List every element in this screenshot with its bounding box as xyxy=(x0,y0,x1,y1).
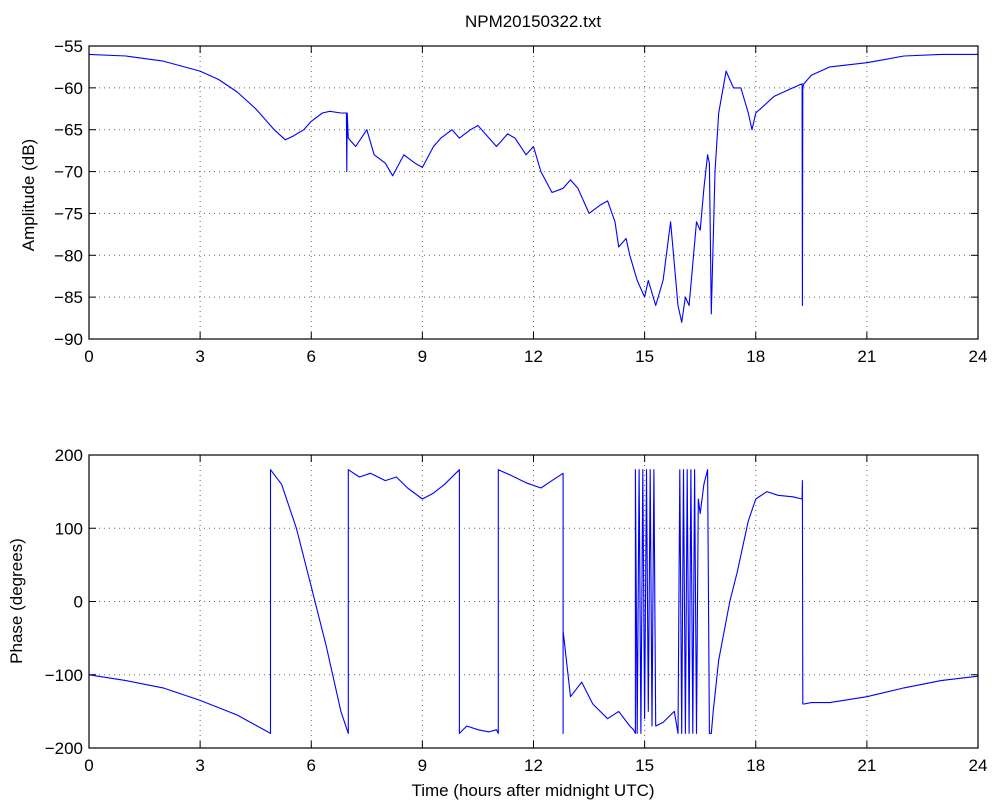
phase-panel: 0 3 6 9 12 15 18 21 24 −200 −100 0 100 200 Phase (deg… xyxy=(7,446,987,800)
amplitude-y-tick-label: −85 xyxy=(54,288,83,307)
amplitude-y-tick-label: −75 xyxy=(54,204,83,223)
amplitude-axes-box xyxy=(88,45,979,340)
chart-title: NPM20150322.txt xyxy=(465,12,601,31)
phase-x-tick-label: 6 xyxy=(307,756,316,775)
amplitude-x-tick-label: 15 xyxy=(635,347,654,366)
phase-y-tick-label: −200 xyxy=(45,739,83,758)
phase-x-tick-label: 18 xyxy=(746,756,765,775)
amplitude-y-tick-label: −60 xyxy=(54,79,83,98)
amplitude-x-tick-label: 24 xyxy=(969,347,988,366)
amplitude-x-tick-label: 3 xyxy=(195,347,204,366)
phase-x-tick-label: 15 xyxy=(635,756,654,775)
phase-x-tick-label: 0 xyxy=(84,756,93,775)
phase-x-tick-label: 9 xyxy=(418,756,427,775)
phase-grid xyxy=(89,455,978,748)
phase-y-tick-label: 100 xyxy=(55,519,83,538)
phase-y-tick-label: −100 xyxy=(45,666,83,685)
phase-ticks: 0 3 6 9 12 15 18 21 24 −200 −100 0 100 200 xyxy=(45,446,988,775)
phase-y-tick-label: 200 xyxy=(55,446,83,465)
amplitude-panel: 0 3 6 9 12 15 18 21 24 −90 −85 −80 −75 −70 −65 −60 −55 A… xyxy=(19,37,987,366)
amplitude-x-tick-label: 21 xyxy=(857,347,876,366)
amplitude-y-tick-label: −65 xyxy=(54,121,83,140)
phase-x-axis-title: Time (hours after midnight UTC) xyxy=(411,781,654,800)
amplitude-x-tick-label: 0 xyxy=(84,347,93,366)
amplitude-y-tick-label: −90 xyxy=(54,330,83,349)
amplitude-x-tick-label: 12 xyxy=(524,347,543,366)
phase-x-tick-label: 12 xyxy=(524,756,543,775)
phase-x-tick-label: 21 xyxy=(857,756,876,775)
amplitude-series-line xyxy=(88,53,978,323)
amplitude-y-tick-label: −55 xyxy=(54,37,83,56)
phase-y-axis-title: Phase (degrees) xyxy=(7,538,26,664)
phase-x-tick-label: 24 xyxy=(969,756,988,775)
amplitude-x-tick-label: 18 xyxy=(746,347,765,366)
phase-y-tick-label: 0 xyxy=(74,593,83,612)
phase-axes-box xyxy=(88,454,979,749)
phase-series-line xyxy=(88,469,979,734)
amplitude-y-tick-label: −80 xyxy=(54,246,83,265)
amplitude-ticks: 0 3 6 9 12 15 18 21 24 −90 −85 −80 −75 −70 −65 −60 −55 xyxy=(54,37,987,366)
amplitude-x-tick-label: 6 xyxy=(307,347,316,366)
phase-x-tick-label: 3 xyxy=(195,756,204,775)
amplitude-grid xyxy=(89,46,978,339)
amplitude-y-axis-title: Amplitude (dB) xyxy=(19,139,38,251)
amplitude-x-tick-label: 9 xyxy=(418,347,427,366)
amplitude-y-tick-label: −70 xyxy=(54,163,83,182)
